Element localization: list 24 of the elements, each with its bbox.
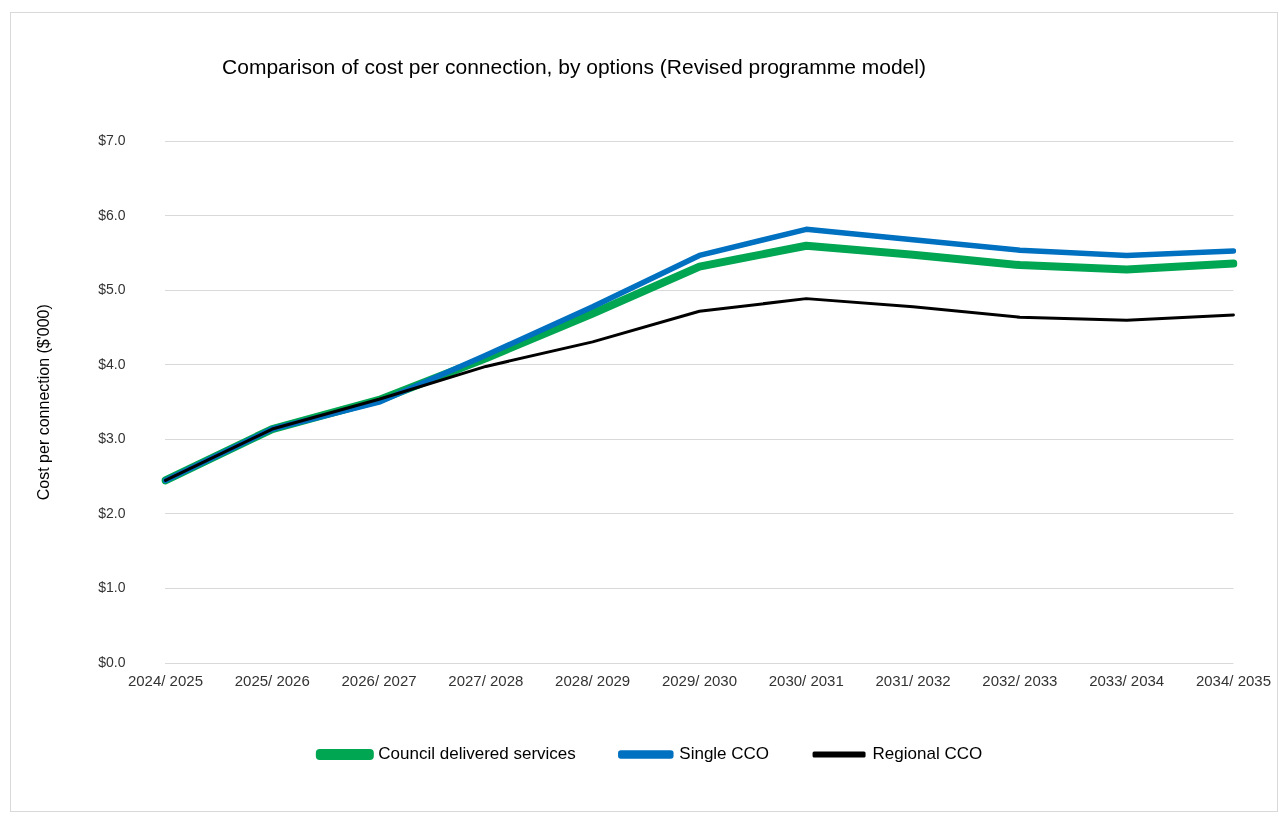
- x-tick-label: 2032/ 2033: [982, 672, 1058, 690]
- y-tick-label: $4.0: [98, 355, 126, 372]
- legend-label: Regional CCO: [872, 744, 983, 764]
- x-tick-label: 2028/ 2029: [555, 672, 631, 690]
- y-tick-label: $1.0: [98, 579, 126, 596]
- y-tick-label: $5.0: [98, 281, 126, 298]
- x-tick-label: 2025/ 2026: [234, 672, 310, 690]
- y-tick-label: $3.0: [98, 430, 126, 447]
- x-tick-label: 2027/ 2028: [448, 672, 524, 690]
- y-tick-label: $2.0: [98, 504, 126, 521]
- x-tick-label: 2030/ 2031: [768, 672, 844, 690]
- y-tick-label: $6.0: [98, 206, 126, 223]
- chart-title: Comparison of cost per connection, by options (Revised programme model): [221, 55, 927, 79]
- x-tick-label: 2033/ 2034: [1089, 672, 1165, 690]
- legend-label: Single CCO: [679, 744, 770, 764]
- x-tick-label: 2024/ 2025: [127, 672, 203, 690]
- y-axis-title: Cost per connection ($'000): [35, 304, 53, 501]
- x-tick-label: 2034/ 2035: [1195, 672, 1271, 690]
- x-tick-label: 2029/ 2030: [661, 672, 737, 690]
- x-tick-label: 2031/ 2032: [875, 672, 951, 690]
- legend-label: Council delivered services: [378, 744, 576, 764]
- y-tick-label: $7.0: [98, 132, 126, 149]
- y-tick-label: $0.0: [98, 653, 126, 670]
- x-tick-label: 2026/ 2027: [341, 672, 417, 690]
